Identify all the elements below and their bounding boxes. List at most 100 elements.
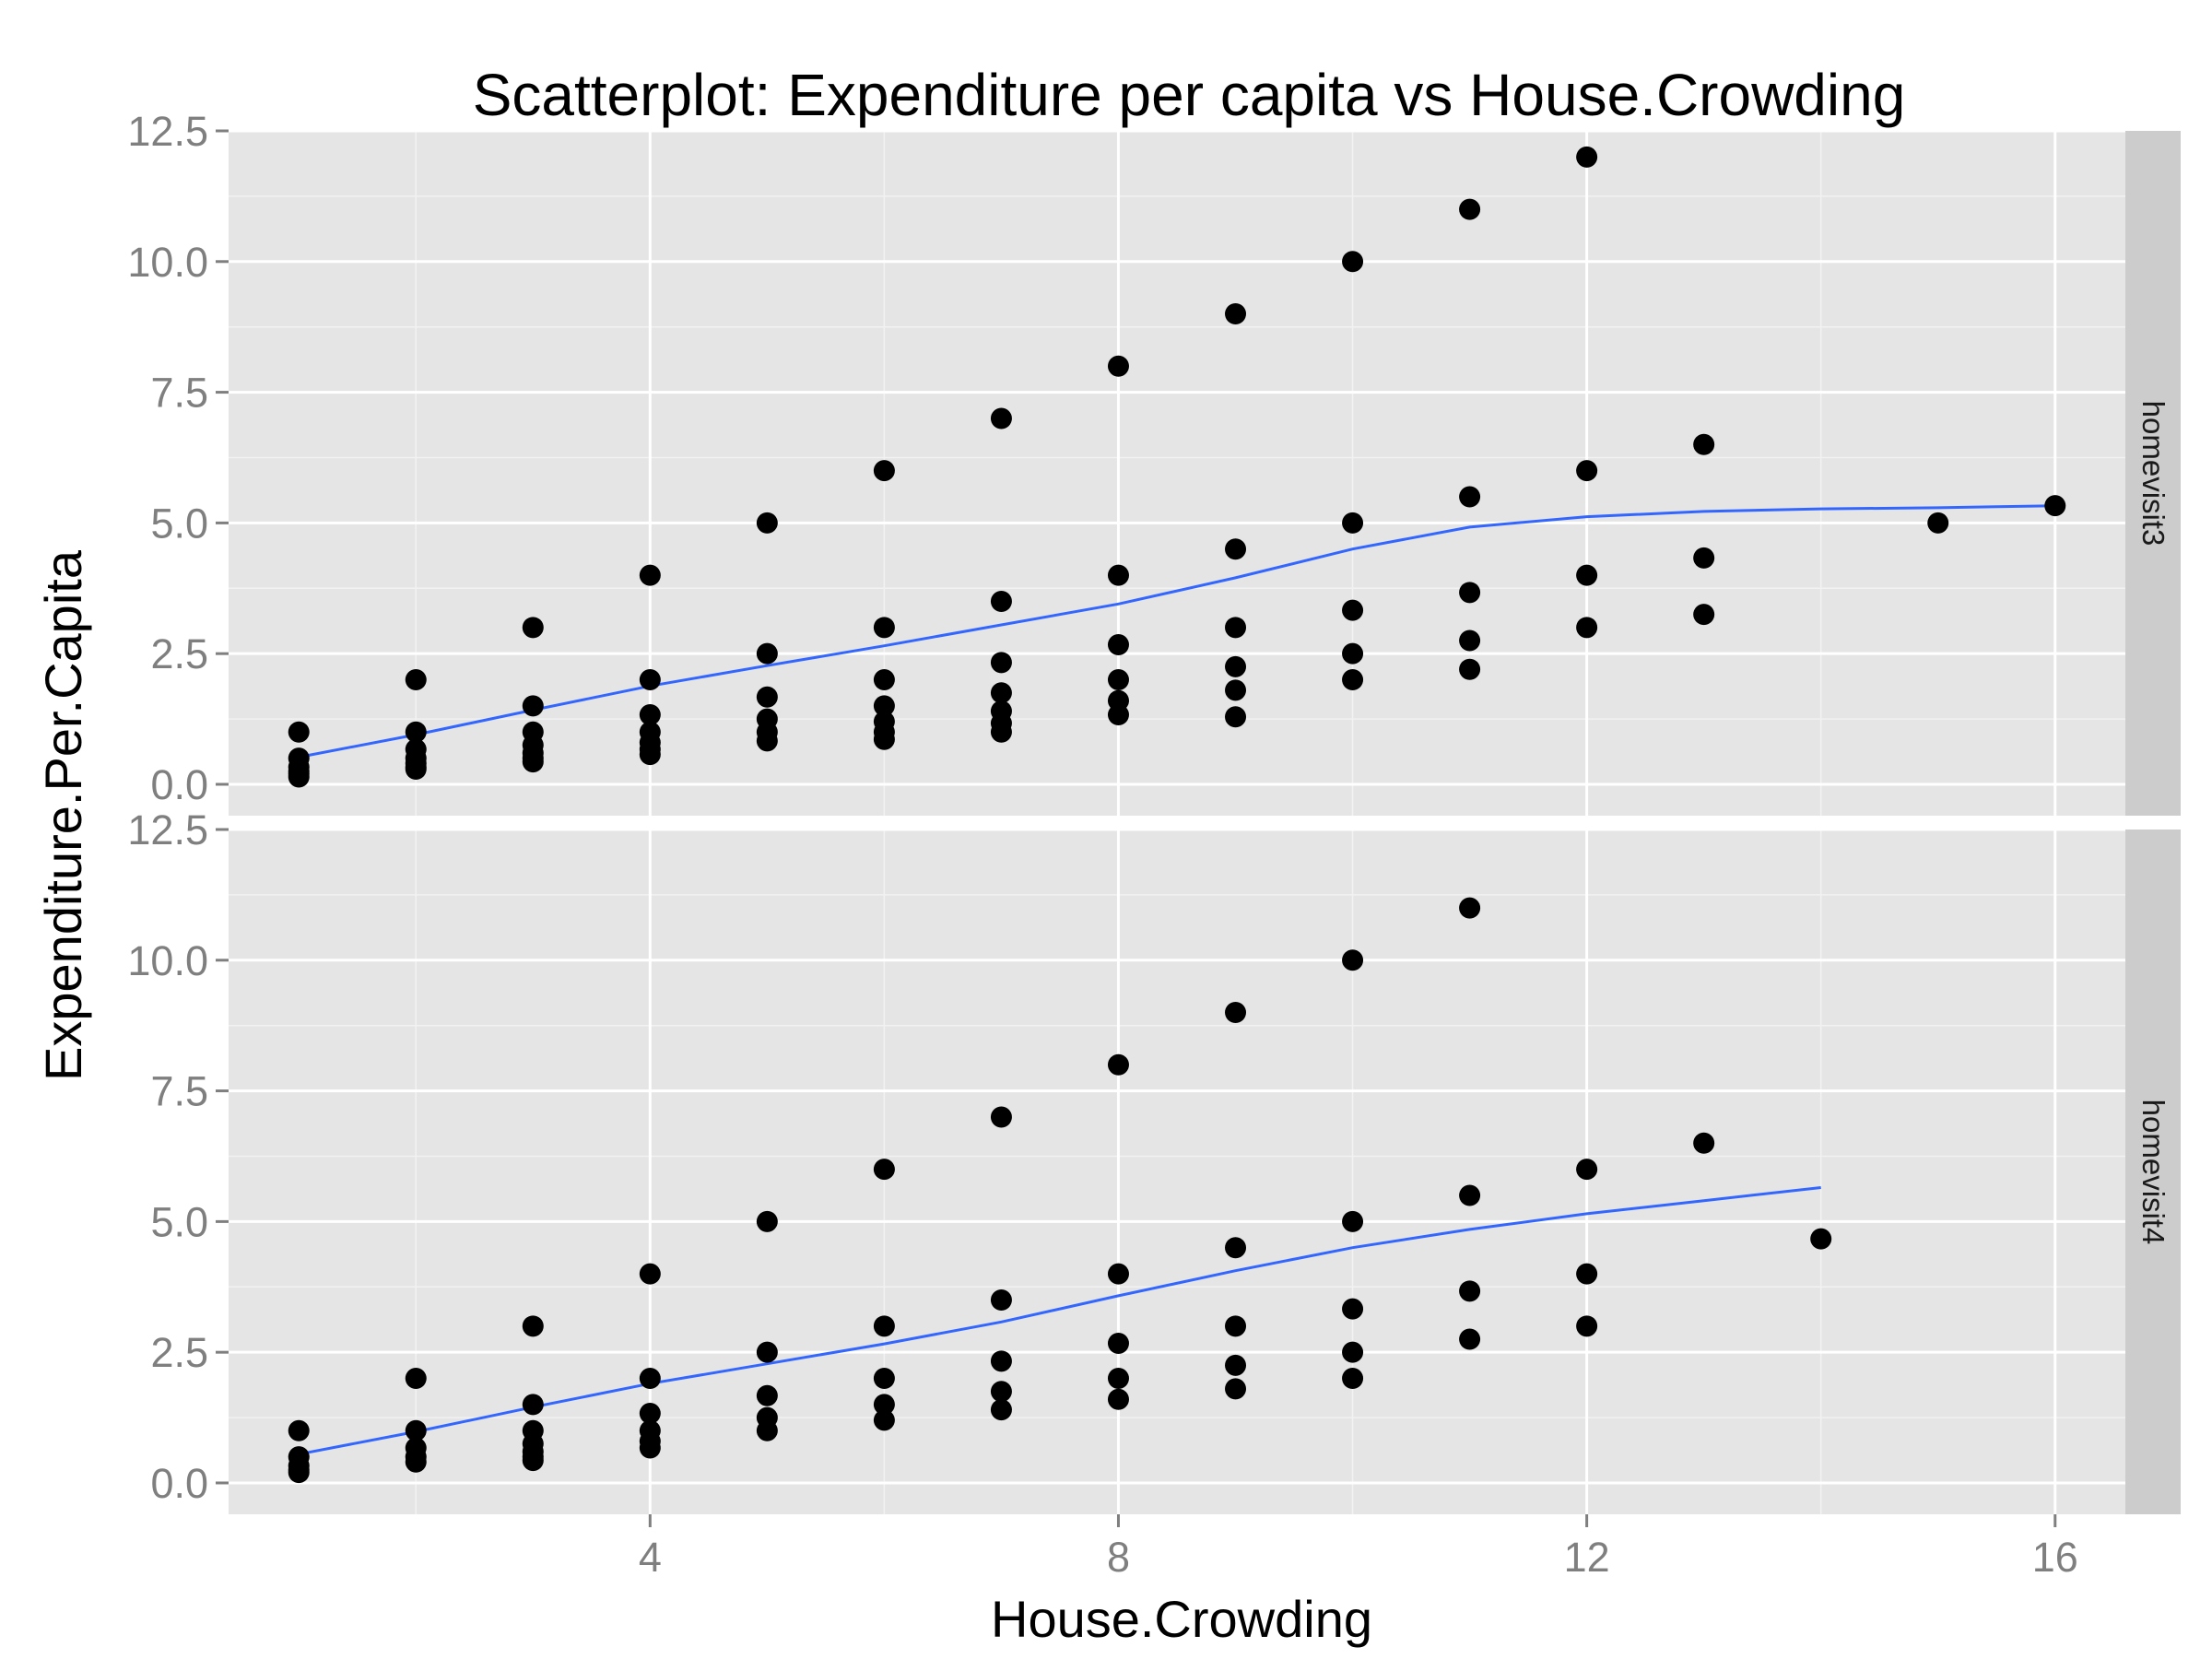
smooth-line bbox=[298, 1186, 1821, 1456]
data-point bbox=[873, 1315, 895, 1337]
facet-strip-label: homevisit4 bbox=[2136, 1100, 2171, 1245]
data-point bbox=[873, 669, 895, 691]
data-point bbox=[990, 652, 1012, 674]
data-point bbox=[1342, 1298, 1364, 1320]
data-point bbox=[1225, 679, 1247, 701]
data-point bbox=[756, 1341, 778, 1363]
data-point bbox=[1459, 1280, 1481, 1302]
data-point bbox=[1810, 1228, 1832, 1250]
data-point bbox=[1576, 564, 1598, 586]
y-tick-label: 5.0 bbox=[150, 1198, 208, 1245]
data-point bbox=[990, 682, 1012, 704]
panel-background bbox=[229, 131, 2125, 816]
data-point bbox=[1225, 1237, 1247, 1259]
data-point bbox=[990, 1399, 1012, 1421]
data-point bbox=[1459, 582, 1481, 604]
data-point bbox=[873, 460, 895, 482]
data-point bbox=[1459, 1328, 1481, 1350]
data-point bbox=[756, 1384, 778, 1406]
data-point bbox=[990, 590, 1012, 612]
data-point bbox=[639, 669, 661, 691]
data-point bbox=[288, 1419, 310, 1441]
data-point bbox=[1576, 460, 1598, 482]
data-point bbox=[873, 1368, 895, 1390]
data-point bbox=[1107, 634, 1129, 656]
data-point bbox=[1225, 1002, 1247, 1024]
data-point bbox=[2044, 495, 2066, 517]
data-point bbox=[405, 669, 427, 691]
data-point bbox=[1342, 1341, 1364, 1363]
data-point bbox=[405, 1451, 427, 1473]
data-point bbox=[756, 1419, 778, 1441]
panel-background bbox=[229, 830, 2125, 1514]
data-point bbox=[1107, 355, 1129, 377]
data-point bbox=[522, 617, 544, 639]
data-point bbox=[873, 1394, 895, 1416]
data-point bbox=[405, 721, 427, 743]
data-point bbox=[1225, 706, 1247, 728]
data-point bbox=[873, 695, 895, 717]
data-point bbox=[873, 1159, 895, 1181]
data-point bbox=[990, 1106, 1012, 1128]
data-point bbox=[1927, 512, 1949, 534]
y-axis-title: Expenditure.Per.Capita bbox=[34, 549, 92, 1081]
data-point bbox=[288, 721, 310, 743]
data-point bbox=[1225, 655, 1247, 677]
y-tick-label: 0.0 bbox=[150, 1460, 208, 1507]
y-tick-label: 12.5 bbox=[127, 806, 208, 853]
data-point bbox=[522, 695, 544, 717]
data-point bbox=[1693, 433, 1715, 455]
y-tick-label: 2.5 bbox=[150, 1329, 208, 1376]
data-point bbox=[756, 730, 778, 752]
data-point bbox=[756, 1210, 778, 1232]
data-point bbox=[405, 1419, 427, 1441]
y-tick-label: 12.5 bbox=[127, 108, 208, 155]
y-tick-label: 2.5 bbox=[150, 630, 208, 677]
data-point bbox=[639, 704, 661, 726]
data-point bbox=[1225, 303, 1247, 325]
data-point bbox=[1459, 198, 1481, 220]
data-point bbox=[873, 1409, 895, 1431]
data-point bbox=[990, 1381, 1012, 1403]
data-point bbox=[990, 721, 1012, 743]
data-point bbox=[522, 751, 544, 773]
data-point bbox=[1342, 512, 1364, 534]
data-point bbox=[1107, 1368, 1129, 1390]
data-point bbox=[1576, 1263, 1598, 1285]
data-point bbox=[639, 1403, 661, 1425]
data-point bbox=[1459, 1184, 1481, 1206]
facet-panel-homevisit3: 0.0 2.5 5.0 7.5 10.0 12.5 homevisit3 bbox=[127, 108, 2181, 816]
data-point bbox=[405, 1368, 427, 1390]
facet-strip bbox=[2125, 131, 2181, 816]
x-axis-title: House.Crowding bbox=[991, 1590, 1372, 1648]
data-point bbox=[288, 766, 310, 788]
data-point bbox=[1576, 146, 1598, 168]
x-axis: 4 8 12 16 bbox=[639, 1514, 2078, 1581]
data-point bbox=[639, 564, 661, 586]
data-point bbox=[639, 1368, 661, 1390]
data-point bbox=[1693, 1132, 1715, 1154]
x-tick-label: 8 bbox=[1107, 1534, 1130, 1581]
data-point bbox=[1576, 1159, 1598, 1181]
data-point bbox=[756, 642, 778, 665]
facet-strip-label: homevisit3 bbox=[2136, 401, 2171, 547]
data-point bbox=[1342, 949, 1364, 971]
y-tick-label: 10.0 bbox=[127, 239, 208, 286]
data-point bbox=[522, 1315, 544, 1337]
data-point bbox=[990, 1350, 1012, 1372]
data-point bbox=[639, 1263, 661, 1285]
data-point bbox=[990, 407, 1012, 429]
data-point bbox=[1225, 617, 1247, 639]
data-point bbox=[1342, 251, 1364, 273]
data-point bbox=[522, 1394, 544, 1416]
data-point bbox=[1107, 564, 1129, 586]
data-point bbox=[1107, 1263, 1129, 1285]
y-tick-label: 7.5 bbox=[150, 370, 208, 417]
data-point bbox=[1342, 669, 1364, 691]
smooth-line bbox=[298, 504, 2055, 759]
data-point bbox=[1107, 1333, 1129, 1355]
data-point bbox=[1693, 604, 1715, 626]
data-point bbox=[639, 744, 661, 766]
x-tick-label: 16 bbox=[2032, 1534, 2078, 1581]
